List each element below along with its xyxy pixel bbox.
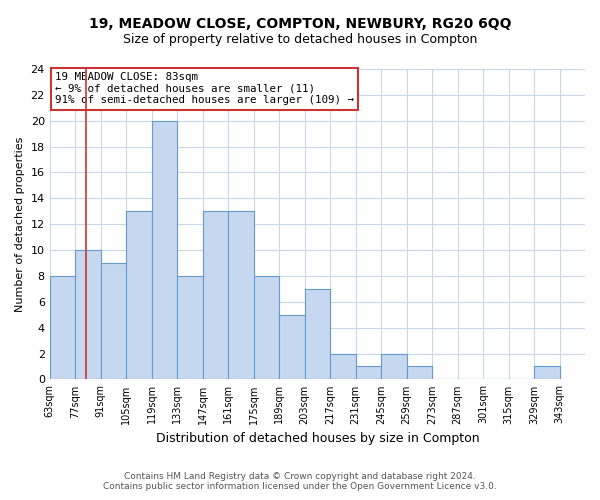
Text: 19 MEADOW CLOSE: 83sqm
← 9% of detached houses are smaller (11)
91% of semi-deta: 19 MEADOW CLOSE: 83sqm ← 9% of detached …: [55, 72, 354, 106]
Bar: [50, 276, 75, 380]
X-axis label: Distribution of detached houses by size in Compton: Distribution of detached houses by size …: [155, 432, 479, 445]
Text: Contains public sector information licensed under the Open Government Licence v3: Contains public sector information licen…: [103, 482, 497, 491]
Bar: [228, 212, 254, 380]
Bar: [305, 289, 330, 380]
Bar: [534, 366, 560, 380]
Bar: [356, 366, 381, 380]
Bar: [203, 212, 228, 380]
Bar: [407, 366, 432, 380]
Text: Size of property relative to detached houses in Compton: Size of property relative to detached ho…: [123, 32, 477, 46]
Y-axis label: Number of detached properties: Number of detached properties: [15, 136, 25, 312]
Bar: [101, 263, 126, 380]
Bar: [330, 354, 356, 380]
Bar: [279, 315, 305, 380]
Bar: [254, 276, 279, 380]
Bar: [152, 120, 177, 380]
Bar: [381, 354, 407, 380]
Bar: [75, 250, 101, 380]
Bar: [126, 212, 152, 380]
Text: 19, MEADOW CLOSE, COMPTON, NEWBURY, RG20 6QQ: 19, MEADOW CLOSE, COMPTON, NEWBURY, RG20…: [89, 18, 511, 32]
Text: Contains HM Land Registry data © Crown copyright and database right 2024.: Contains HM Land Registry data © Crown c…: [124, 472, 476, 481]
Bar: [177, 276, 203, 380]
